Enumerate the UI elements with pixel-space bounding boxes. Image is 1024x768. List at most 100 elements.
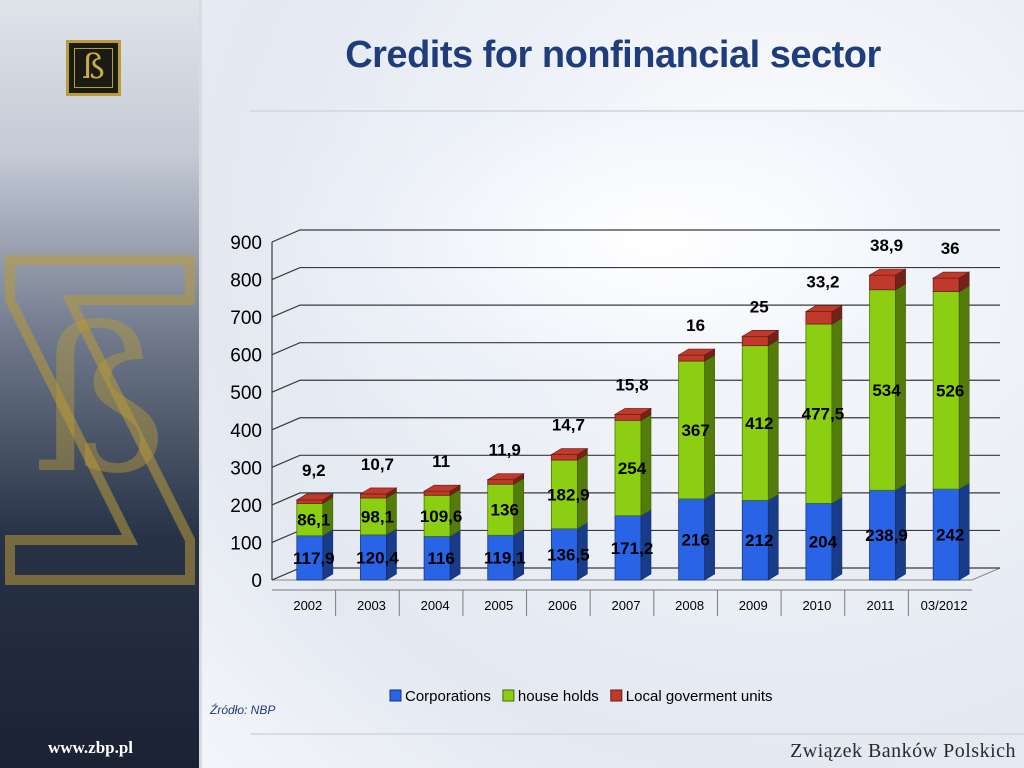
stacked-bar-chart: 0 100 200 300 400 500 600 700 800 900 117,9 86,1 9,… — [230, 229, 1001, 705]
legend-label: Corporations — [405, 688, 491, 705]
data-label-corporations: 120,4 — [356, 548, 399, 567]
data-label-corporations: 136,5 — [547, 545, 590, 564]
x-tick-label: 2007 — [612, 598, 641, 613]
title-rule — [250, 110, 1024, 112]
data-label-corporations: 212 — [745, 531, 773, 550]
bar-segment — [932, 291, 960, 490]
bar-segment — [869, 274, 896, 291]
data-label-corporations: 204 — [809, 533, 838, 552]
bar-segment — [550, 459, 578, 530]
y-tick-label: 100 — [230, 533, 262, 554]
x-tick-label: 2008 — [675, 598, 704, 613]
bar-segment — [932, 488, 960, 581]
x-tick-label: 2005 — [484, 598, 513, 613]
logo-glyph: ß — [82, 47, 105, 87]
y-tick-label: 500 — [230, 383, 262, 404]
y-tick-label: 700 — [230, 308, 262, 329]
bar-segment — [614, 413, 642, 421]
bar-segment — [805, 311, 833, 325]
bar-top — [550, 448, 589, 455]
data-label-corporations: 242 — [936, 526, 964, 545]
data-label-local-government: 36 — [941, 239, 960, 258]
y-tick-label: 800 — [230, 271, 262, 292]
data-labels: 117,9 86,1 9,2 120,4 98,1 10,7 116 109,6 11 119,1… — [293, 236, 964, 568]
panel-divider — [199, 0, 202, 768]
zbp-logo: ß — [66, 40, 121, 96]
bar-segment — [614, 515, 642, 581]
x-tick-label: 2010 — [802, 598, 831, 613]
gridline — [271, 266, 1000, 281]
gridline — [271, 229, 1000, 243]
bar-segment — [360, 493, 387, 499]
y-tick-label: 600 — [230, 346, 262, 367]
bar-segment — [296, 502, 324, 537]
x-tick-label: 2011 — [867, 598, 895, 613]
bar-segment — [869, 489, 896, 581]
bar-top — [613, 408, 653, 415]
legend-swatch — [610, 689, 623, 702]
x-tick-label: 2009 — [739, 598, 768, 613]
y-tick-label: 200 — [230, 496, 262, 517]
gridline — [271, 304, 1000, 318]
bar-segment — [423, 536, 451, 581]
y-axis: 0 100 200 300 400 500 600 700 800 900 — [230, 233, 273, 592]
bar-segment — [550, 454, 578, 461]
y-tick-label: 0 — [251, 571, 262, 592]
x-tick-label: 2004 — [421, 598, 450, 613]
legend-swatch — [502, 689, 515, 702]
bar-segment — [932, 277, 960, 292]
source-note: Źródło: NBP — [210, 703, 276, 717]
data-label-households: 534 — [872, 381, 901, 400]
data-label-households: 86,1 — [297, 511, 330, 530]
data-label-corporations: 116 — [427, 549, 454, 568]
data-label-households: 367 — [681, 421, 709, 440]
y-tick-label: 400 — [230, 421, 262, 442]
left-decorative-panel: ß ß www.zbp.pl — [0, 0, 200, 768]
bar-top — [486, 473, 525, 481]
data-label-local-government: 14,7 — [552, 416, 585, 435]
x-tick-label: 03/2012 — [921, 598, 968, 613]
data-label-households: 182,9 — [547, 485, 590, 504]
page-title: Credits for nonfinancial sector — [345, 34, 881, 76]
data-label-corporations: 171,2 — [611, 539, 654, 558]
x-tick-label: 2002 — [293, 598, 322, 613]
y-tick-label: 900 — [230, 233, 262, 254]
legend-label: Local goverment units — [626, 688, 773, 705]
data-label-local-government: 10,7 — [361, 455, 394, 474]
y-tick-label: 300 — [230, 458, 262, 479]
bar-segment — [614, 419, 642, 517]
bar-segment — [487, 483, 515, 536]
data-label-households: 136 — [491, 501, 519, 520]
x-axis-labels: 2002 2003 2004 2005 2006 2007 2008 2009 2010 2011… — [272, 589, 972, 616]
data-label-local-government: 16 — [686, 316, 705, 335]
bar-top — [423, 484, 462, 492]
bar-segment — [296, 499, 324, 504]
site-url: www.zbp.pl — [48, 738, 134, 757]
bar-segment — [487, 534, 515, 581]
data-label-households: 109,6 — [420, 507, 463, 526]
data-label-corporations: 216 — [681, 530, 709, 549]
bar-top — [741, 329, 780, 337]
bar-top — [677, 348, 716, 356]
footer-rule — [250, 733, 1024, 735]
data-label-local-government: 15,8 — [615, 375, 648, 394]
data-label-corporations: 238,9 — [865, 526, 908, 545]
legend-swatch — [389, 689, 402, 702]
organization-name: Związek Banków Polskich — [790, 740, 1016, 762]
data-label-local-government: 11 — [432, 452, 450, 471]
x-tick-label: 2003 — [357, 598, 386, 613]
bar-top — [868, 268, 907, 276]
data-label-households: 526 — [936, 381, 964, 400]
bar-top — [295, 493, 334, 501]
data-label-households: 477,5 — [802, 405, 845, 424]
data-label-local-government: 33,2 — [806, 273, 839, 292]
bar-segment — [805, 323, 833, 504]
data-label-local-government: 11,9 — [489, 441, 521, 460]
legend-label: house holds — [518, 688, 599, 705]
x-tick-label: 2006 — [548, 598, 577, 613]
data-label-corporations: 117,9 — [293, 549, 335, 568]
data-label-households: 254 — [618, 459, 647, 478]
bar-top — [359, 487, 398, 495]
bar-segment — [678, 354, 706, 362]
bar-segment — [678, 360, 706, 500]
